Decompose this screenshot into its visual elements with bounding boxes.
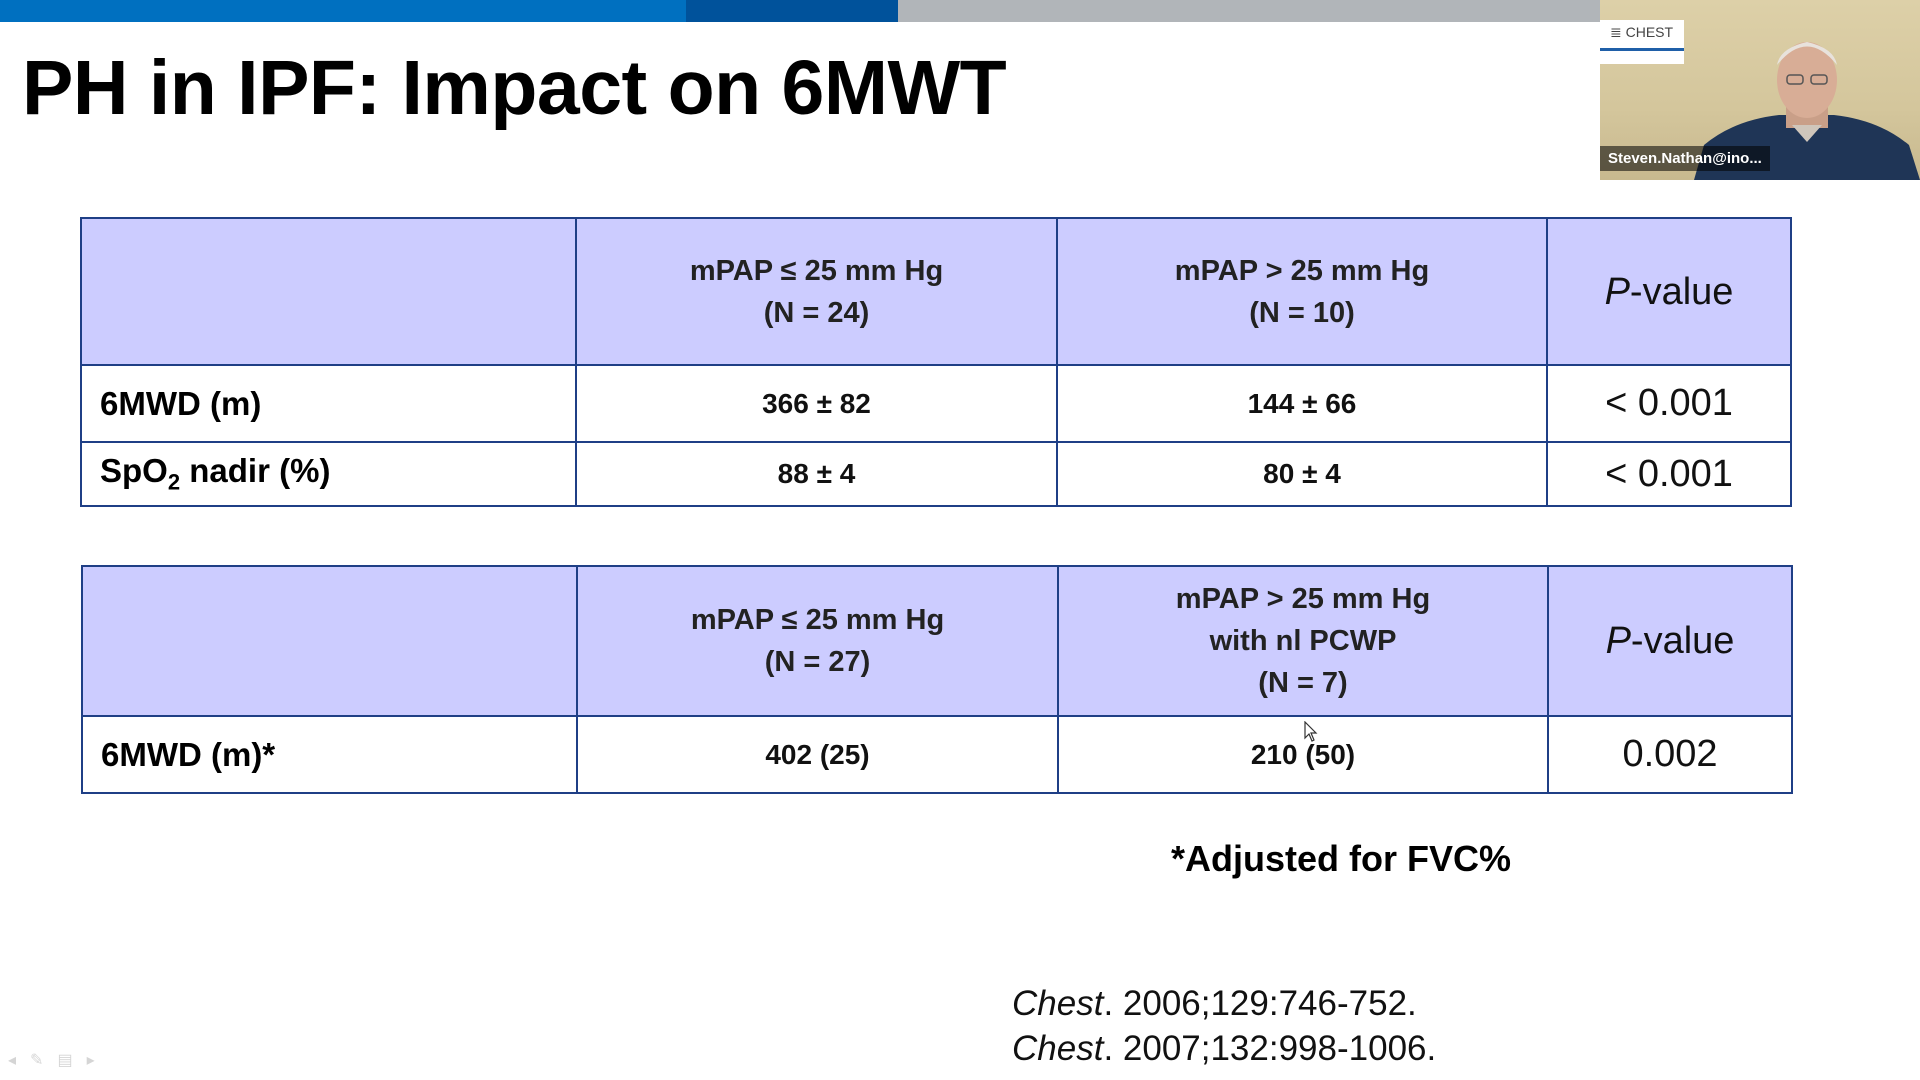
header-group-high-mpap: mPAP > 25 mm Hg (N = 10) bbox=[1056, 217, 1548, 366]
value-cell: 210 (50) bbox=[1057, 715, 1549, 794]
p-value-suffix: -value bbox=[1630, 620, 1735, 662]
journal-name: Chest bbox=[1012, 1029, 1104, 1068]
table-row: SpO2 nadir (%) 88 ± 4 80 ± 4 < 0.001 bbox=[80, 441, 1792, 507]
header-group-high-mpap: mPAP > 25 mm Hg with nl PCWP (N = 7) bbox=[1057, 565, 1549, 717]
header-group-low-mpap: mPAP ≤ 25 mm Hg (N = 27) bbox=[576, 565, 1059, 717]
next-slide-icon[interactable]: ▸ bbox=[86, 1052, 95, 1069]
header-line: with nl PCWP bbox=[1209, 625, 1397, 657]
accent-bar-gray bbox=[898, 0, 1600, 22]
value-cell: 80 ± 4 bbox=[1056, 441, 1548, 507]
citation: . 2007;132:998-1006. bbox=[1103, 1029, 1437, 1068]
reference-line: Chest. 2006;129:746-752. bbox=[1012, 981, 1436, 1026]
header-line: mPAP ≤ 25 mm Hg bbox=[689, 254, 944, 287]
value-cell: 366 ± 82 bbox=[575, 364, 1058, 443]
header-group-low-mpap: mPAP ≤ 25 mm Hg (N = 24) bbox=[575, 217, 1058, 366]
slide-controls[interactable]: ◂ ✎ ▤ ▸ bbox=[8, 1050, 95, 1070]
header-line: (N = 10) bbox=[1249, 296, 1355, 329]
label-rest: nadir (%) bbox=[180, 452, 331, 490]
references: Chest. 2006;129:746-752. Chest. 2007;132… bbox=[1012, 981, 1436, 1071]
chest-logo-text: CHEST bbox=[1625, 24, 1674, 40]
accent-bar-blue bbox=[0, 0, 686, 22]
accent-bar-dark-blue bbox=[686, 0, 898, 22]
chest-logo: ≣ CHEST bbox=[1610, 24, 1674, 40]
p-value-cell: < 0.001 bbox=[1546, 441, 1792, 507]
participant-name-label: Steven.Nathan@ino... bbox=[1600, 146, 1770, 171]
header-line: mPAP > 25 mm Hg bbox=[1174, 254, 1430, 287]
header-p-value: P-value bbox=[1546, 217, 1792, 366]
p-value-suffix: -value bbox=[1629, 270, 1734, 313]
reference-line: Chest. 2007;132:998-1006. bbox=[1012, 1026, 1436, 1071]
table-row: 6MWD (m)* 402 (25) 210 (50) 0.002 bbox=[81, 715, 1793, 794]
row-label: SpO2 nadir (%) bbox=[80, 441, 577, 507]
journal-name: Chest bbox=[1012, 984, 1104, 1023]
mouse-cursor-icon bbox=[1304, 721, 1318, 742]
previous-slide-icon[interactable]: ◂ bbox=[8, 1052, 17, 1069]
table-row: 6MWD (m) 366 ± 82 144 ± 66 < 0.001 bbox=[80, 364, 1792, 443]
value-cell: 402 (25) bbox=[576, 715, 1059, 794]
label-subscript: 2 bbox=[167, 469, 181, 495]
p-value-cell: 0.002 bbox=[1547, 715, 1793, 794]
header-line: mPAP > 25 mm Hg bbox=[1175, 583, 1431, 615]
logo-underline bbox=[1600, 48, 1684, 51]
header-line: (N = 24) bbox=[763, 296, 870, 329]
citation: . 2006;129:746-752. bbox=[1103, 984, 1417, 1023]
value-cell: 144 ± 66 bbox=[1056, 364, 1548, 443]
header-line: mPAP ≤ 25 mm Hg bbox=[690, 604, 945, 636]
pen-icon[interactable]: ✎ bbox=[30, 1052, 44, 1069]
value-cell: 88 ± 4 bbox=[575, 441, 1058, 507]
table-header-row: mPAP ≤ 25 mm Hg (N = 27) mPAP > 25 mm Hg… bbox=[81, 565, 1793, 717]
header-empty-cell bbox=[80, 217, 577, 366]
header-p-value: P-value bbox=[1547, 565, 1793, 717]
table-header-row: mPAP ≤ 25 mm Hg (N = 24) mPAP > 25 mm Hg… bbox=[80, 217, 1792, 366]
slide-top-accent-bar bbox=[0, 0, 1600, 22]
p-value-cell: < 0.001 bbox=[1546, 364, 1792, 443]
row-label: 6MWD (m) bbox=[80, 364, 577, 443]
webcam-video-tile[interactable]: ≣ CHEST Steven.Nathan@ino... bbox=[1600, 0, 1920, 180]
results-table-2: mPAP ≤ 25 mm Hg (N = 27) mPAP > 25 mm Hg… bbox=[81, 565, 1793, 794]
row-label: 6MWD (m)* bbox=[81, 715, 578, 794]
background-logo-plate bbox=[1600, 20, 1684, 64]
slide-title: PH in IPF: Impact on 6MWT bbox=[22, 45, 1007, 131]
header-line: (N = 7) bbox=[1258, 667, 1348, 699]
footnote: *Adjusted for FVC% bbox=[1171, 838, 1512, 879]
menu-icon[interactable]: ▤ bbox=[57, 1052, 73, 1069]
header-empty-cell bbox=[81, 565, 578, 717]
header-line: (N = 27) bbox=[764, 646, 871, 678]
p-italic: P bbox=[1604, 270, 1630, 313]
p-italic: P bbox=[1605, 620, 1631, 662]
label-main: SpO bbox=[100, 452, 168, 490]
results-table-1: mPAP ≤ 25 mm Hg (N = 24) mPAP > 25 mm Hg… bbox=[80, 217, 1792, 507]
